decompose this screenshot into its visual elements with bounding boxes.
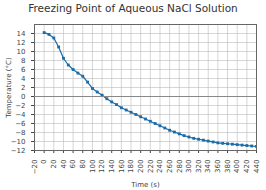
svg-text:340: 340 — [204, 160, 212, 173]
svg-text:200: 200 — [137, 160, 145, 173]
svg-text:180: 180 — [127, 160, 135, 173]
svg-text:360: 360 — [214, 160, 222, 173]
svg-text:−6: −6 — [15, 120, 26, 128]
svg-text:12: 12 — [17, 39, 26, 47]
svg-text:280: 280 — [176, 160, 184, 173]
svg-text:4: 4 — [21, 75, 26, 83]
svg-text:60: 60 — [69, 160, 77, 169]
svg-text:440: 440 — [253, 160, 261, 173]
svg-text:120: 120 — [98, 160, 106, 173]
svg-text:6: 6 — [21, 66, 26, 74]
svg-text:20: 20 — [50, 160, 58, 169]
svg-text:40: 40 — [60, 160, 68, 169]
svg-text:0: 0 — [21, 93, 25, 101]
svg-text:220: 220 — [147, 160, 155, 173]
svg-text:14: 14 — [17, 30, 26, 38]
svg-text:Time (s): Time (s) — [130, 181, 160, 189]
svg-text:10: 10 — [17, 48, 26, 56]
svg-text:0: 0 — [40, 160, 48, 164]
svg-text:320: 320 — [195, 160, 203, 173]
svg-text:240: 240 — [156, 160, 164, 173]
svg-text:Temperature (°C): Temperature (°C) — [5, 57, 13, 119]
svg-text:160: 160 — [118, 160, 126, 173]
svg-text:−10: −10 — [11, 138, 26, 146]
svg-text:−8: −8 — [15, 129, 25, 137]
svg-text:−20: −20 — [31, 160, 39, 175]
svg-text:400: 400 — [233, 160, 241, 173]
svg-text:300: 300 — [185, 160, 193, 173]
svg-text:140: 140 — [108, 160, 116, 173]
svg-text:2: 2 — [21, 84, 25, 92]
html-text:Freezing Point of Aqueous NaCl: Freezing Point of Aqueous NaCl Solution — [28, 2, 238, 14]
svg-text:380: 380 — [224, 160, 232, 173]
svg-text:8: 8 — [21, 57, 25, 65]
svg-text:−4: −4 — [15, 111, 26, 119]
svg-text:80: 80 — [79, 160, 87, 169]
svg-text:−2: −2 — [15, 102, 25, 110]
svg-text:260: 260 — [166, 160, 174, 173]
svg-text:−12: −12 — [11, 147, 26, 155]
svg-text:100: 100 — [89, 160, 97, 173]
svg-text:420: 420 — [243, 160, 251, 173]
